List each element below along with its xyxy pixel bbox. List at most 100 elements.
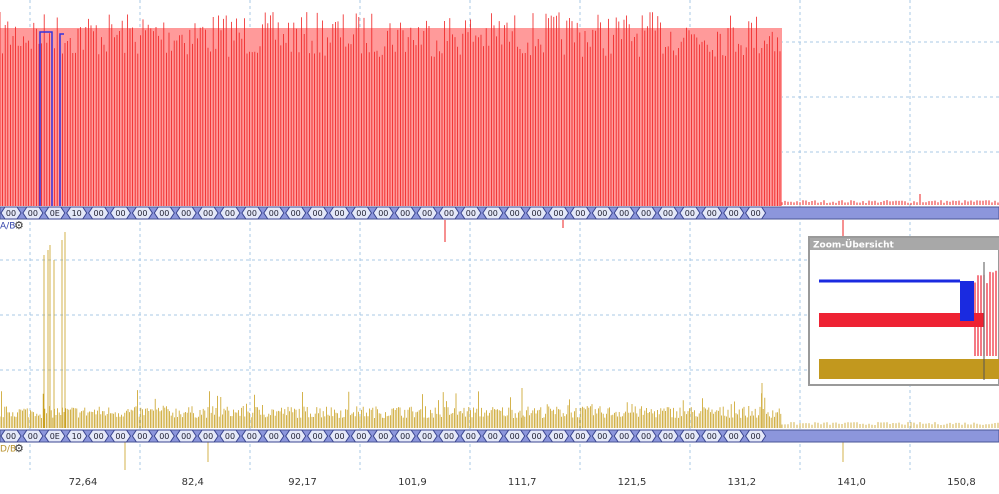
bus-byte: 00	[751, 209, 761, 218]
bus-byte: 00	[159, 432, 169, 441]
bus-frame	[285, 429, 307, 443]
bus-byte: 00	[422, 432, 432, 441]
bus-frame	[547, 429, 570, 443]
gold-trace	[0, 232, 999, 470]
bus-byte: 00	[28, 209, 38, 218]
bus-frame	[701, 429, 723, 443]
bus-frame	[482, 429, 504, 443]
bus-byte: 00	[619, 209, 629, 218]
bus-byte: 00	[269, 209, 279, 218]
bus-frame	[613, 429, 635, 443]
bus-frame	[372, 429, 394, 443]
bus-frame	[44, 429, 66, 443]
bus-frame	[569, 206, 592, 220]
bus-byte: 00	[400, 432, 410, 441]
bus-byte: 00	[488, 432, 498, 441]
bus-byte: 00	[444, 432, 454, 441]
bus-byte: 00	[641, 209, 651, 218]
bus-byte: 00	[6, 432, 16, 441]
bus-byte: 00	[685, 209, 695, 218]
bus-byte: 00	[729, 432, 739, 441]
x-tick-label: 141,0	[837, 477, 866, 488]
zoom-gold	[819, 359, 999, 379]
bus-byte: 00	[751, 432, 761, 441]
bus-frame	[482, 206, 504, 220]
bus-frame	[504, 206, 526, 220]
bus-frame	[350, 206, 373, 220]
zoom-titlebar	[810, 238, 999, 250]
zoom-red	[819, 313, 984, 327]
bus-byte: 00	[575, 432, 585, 441]
bus-label: D/B	[0, 445, 16, 455]
bus-byte: 00	[291, 432, 301, 441]
bus-frame	[525, 206, 548, 220]
bus-decode: 00 00 0E 10 00 00 00 00 00 00 00 00 00 00 00 00 00 00 00 00…	[0, 206, 999, 443]
x-tick-label: 121,5	[618, 477, 647, 488]
bus-frame	[569, 429, 592, 443]
bus-frame	[394, 429, 416, 443]
bus-frame	[306, 429, 329, 443]
bus-frame	[416, 429, 438, 443]
bus-byte: 00	[247, 209, 257, 218]
bus-frame	[438, 206, 460, 220]
bus-frame	[87, 429, 110, 443]
bus-byte: 00	[488, 209, 498, 218]
bus-frame	[328, 429, 351, 443]
bus-frame	[109, 429, 132, 443]
bus-frame	[525, 429, 548, 443]
waveforms	[0, 12, 999, 470]
bus-frame	[44, 206, 66, 220]
bus-byte: 00	[334, 209, 344, 218]
x-tick-label: 131,2	[727, 477, 756, 488]
bus-byte: 00	[94, 209, 104, 218]
bus-frame	[438, 429, 460, 443]
bus-frame	[306, 206, 329, 220]
bus-byte: 00	[707, 432, 717, 441]
bus-byte: 00	[356, 209, 366, 218]
bus-frame	[350, 429, 373, 443]
bus-frame	[263, 429, 285, 443]
bus-byte: 00	[28, 432, 38, 441]
bus-byte: 00	[422, 209, 432, 218]
bus-frame	[723, 206, 745, 220]
settings-icon[interactable]: ⚙	[14, 219, 24, 232]
bus-byte: 10	[72, 209, 82, 218]
bus-frame	[723, 429, 745, 443]
zoom-traces	[819, 262, 999, 380]
bus-byte: 00	[159, 209, 169, 218]
bus-frame	[0, 429, 22, 443]
bus-byte: 00	[115, 432, 125, 441]
bus-byte: 00	[510, 432, 520, 441]
zoom-title: Zoom-Übersicht	[813, 240, 894, 251]
bus-byte: 00	[685, 432, 695, 441]
bus-frame	[22, 206, 44, 220]
bus-byte: 00	[356, 432, 366, 441]
x-tick-label: 111,7	[508, 477, 537, 488]
bus-byte: 00	[553, 209, 563, 218]
red-noise	[444, 194, 999, 242]
x-tick-label: 92,17	[288, 477, 317, 488]
bus-frame	[175, 429, 197, 443]
bus-frame	[657, 429, 679, 443]
bus-byte: 00	[641, 432, 651, 441]
bus-frame	[197, 206, 219, 220]
bus-byte: 00	[6, 209, 16, 218]
bus-frame	[591, 429, 613, 443]
settings-icon[interactable]: ⚙	[14, 442, 24, 455]
bus-byte: 00	[115, 209, 125, 218]
bus-byte: 00	[532, 432, 542, 441]
bus-frame	[416, 206, 438, 220]
bus-frame	[679, 206, 701, 220]
bus-byte: 00	[466, 209, 476, 218]
bus-frame	[0, 206, 22, 220]
bus-frame	[372, 206, 394, 220]
zoom-overview[interactable]: Zoom-Übersicht	[808, 236, 999, 386]
bus-byte: 00	[532, 209, 542, 218]
bus-frame	[175, 206, 197, 220]
bus-frame	[285, 206, 307, 220]
bus-byte: 00	[137, 209, 147, 218]
bus-byte: 10	[72, 432, 82, 441]
bus-byte: 00	[466, 432, 476, 441]
bus-byte: 0E	[50, 209, 60, 218]
